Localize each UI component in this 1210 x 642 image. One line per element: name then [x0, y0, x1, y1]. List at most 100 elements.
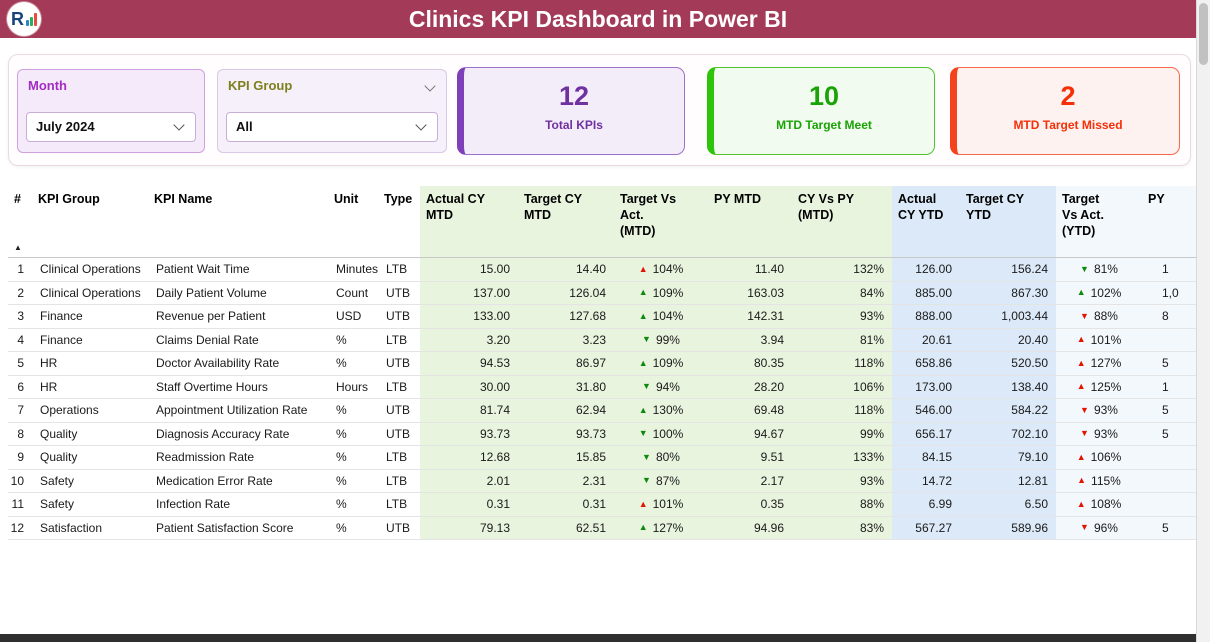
cell-target_mtd: 3.23	[518, 328, 614, 351]
cell-py_mtd: 9.51	[708, 446, 792, 469]
table-row[interactable]: 8 Quality Diagnosis Accuracy Rate% UTB 93.73…	[8, 422, 1196, 446]
triangle-down-icon: ▼	[642, 451, 651, 462]
cell-target_mtd: 0.31	[518, 493, 614, 516]
table-row[interactable]: 12 Satisfaction Patient Satisfaction Score…	[8, 516, 1196, 540]
cell-tva_mtd: ▼ 100%	[614, 422, 708, 445]
cell-unit: USD	[328, 305, 378, 328]
table-row[interactable]: 1 Clinical Operations Patient Wait Time Min…	[8, 258, 1196, 282]
column-header-num[interactable]: # ▲	[8, 186, 32, 257]
cell-actual_ytd: 126.00	[892, 258, 960, 281]
cell-num: 10	[8, 469, 32, 492]
triangle-up-icon: ▲	[638, 522, 648, 533]
triangle-down-icon: ▼	[638, 428, 648, 439]
cell-cy_py_mtd: 81%	[792, 328, 892, 351]
cell-target_mtd: 31.80	[518, 375, 614, 398]
cell-actual_ytd: 546.00	[892, 399, 960, 422]
cell-actual_ytd: 567.27	[892, 516, 960, 539]
cell-py_mtd: 80.35	[708, 352, 792, 375]
cell-num: 2	[8, 281, 32, 304]
bar-chart-icon	[26, 12, 37, 26]
cell-tva_mtd: ▼ 87%	[614, 469, 708, 492]
cell-group: Operations	[32, 399, 148, 422]
cell-py	[1142, 446, 1196, 469]
percent-value: 101%	[652, 497, 684, 512]
triangle-down-icon: ▼	[1080, 263, 1089, 274]
triangle-up-icon: ▲	[1076, 451, 1086, 462]
column-header-py_mtd[interactable]: PY MTD	[708, 186, 792, 257]
cell-actual_ytd: 20.61	[892, 328, 960, 351]
cell-actual_ytd: 84.15	[892, 446, 960, 469]
column-header-target_mtd[interactable]: Target CY MTD	[518, 186, 614, 257]
cell-group: Clinical Operations	[32, 281, 148, 304]
table-row[interactable]: 10 Safety Medication Error Rate% LTB 2.01 2.3…	[8, 469, 1196, 493]
card-mtd-target-missed-label: MTD Target Missed	[1013, 117, 1123, 132]
column-header-tva_mtd[interactable]: Target Vs Act. (MTD)	[614, 186, 708, 257]
cell-actual_mtd: 2.01	[420, 469, 518, 492]
cell-py_mtd: 3.94	[708, 328, 792, 351]
cell-actual_ytd: 656.17	[892, 422, 960, 445]
cell-actual_mtd: 30.00	[420, 375, 518, 398]
cell-actual_mtd: 81.74	[420, 399, 518, 422]
column-header-label: Unit	[334, 192, 359, 206]
cell-num: 12	[8, 516, 32, 539]
cell-tva_mtd: ▼ 80%	[614, 446, 708, 469]
vertical-scrollbar[interactable]	[1196, 0, 1210, 642]
column-header-type[interactable]: Type	[378, 186, 420, 257]
column-header-actual_ytd[interactable]: Actual CY YTD	[892, 186, 960, 257]
percent-value: 127%	[1090, 356, 1122, 371]
cell-num: 8	[8, 422, 32, 445]
cell-num: 6	[8, 375, 32, 398]
chevron-down-icon	[424, 80, 436, 92]
cell-type: UTB	[378, 305, 420, 328]
cell-cy_py_mtd: 118%	[792, 399, 892, 422]
cell-tva_ytd: ▼ 88%	[1056, 305, 1142, 328]
cell-actual_ytd: 658.86	[892, 352, 960, 375]
cell-group: HR	[32, 375, 148, 398]
column-header-label: Type	[384, 192, 413, 206]
column-header-label: Target Vs Act. (MTD)	[620, 192, 677, 238]
cell-py_mtd: 28.20	[708, 375, 792, 398]
column-header-actual_mtd[interactable]: Actual CY MTD	[420, 186, 518, 257]
cell-num: 7	[8, 399, 32, 422]
column-header-cy_py_mtd[interactable]: CY Vs PY (MTD)	[792, 186, 892, 257]
table-row[interactable]: 5 HR Doctor Availability Rate% UTB 94.53 86.9…	[8, 352, 1196, 376]
table-row[interactable]: 7 Operations Appointment Utilization Rate%…	[8, 399, 1196, 423]
month-dropdown[interactable]: July 2024	[26, 112, 196, 142]
table-row[interactable]: 2 Clinical Operations Daily Patient Volume…	[8, 281, 1196, 305]
cell-num: 4	[8, 328, 32, 351]
cell-unit: %	[328, 422, 378, 445]
month-dropdown-value: July 2024	[36, 119, 95, 134]
column-header-group[interactable]: KPI Group	[32, 186, 148, 257]
table-row[interactable]: 3 Finance Revenue per Patient USD UTB 133.00 1…	[8, 305, 1196, 329]
cell-tva_mtd: ▲ 101%	[614, 493, 708, 516]
table-row[interactable]: 11 Safety Infection Rate% LTB 0.31 0.31 ▲ 101% 0…	[8, 493, 1196, 517]
triangle-down-icon: ▼	[1080, 428, 1089, 439]
cell-target_ytd: 702.10	[960, 422, 1056, 445]
cell-unit: Minutes	[328, 258, 378, 281]
column-header-label: #	[14, 192, 21, 206]
column-header-unit[interactable]: Unit	[328, 186, 378, 257]
chevron-down-icon	[415, 119, 427, 131]
kpi-group-slicer-label: KPI Group	[228, 78, 293, 93]
triangle-up-icon: ▲	[1076, 498, 1086, 509]
column-header-tva_ytd[interactable]: Target Vs Act. (YTD)	[1056, 186, 1142, 257]
kpi-group-dropdown[interactable]: All	[226, 112, 438, 142]
cell-py: 5	[1142, 352, 1196, 375]
column-header-target_ytd[interactable]: Target CY YTD	[960, 186, 1056, 257]
page-title: Clinics KPI Dashboard in Power BI	[408, 6, 788, 32]
cell-cy_py_mtd: 133%	[792, 446, 892, 469]
slicer-collapse-button[interactable]	[424, 80, 436, 96]
cell-unit: %	[328, 352, 378, 375]
card-total-kpis: 12 Total KPIs	[457, 67, 685, 155]
cell-actual_ytd: 888.00	[892, 305, 960, 328]
column-header-py[interactable]: PY	[1142, 186, 1196, 257]
table-row[interactable]: 4 Finance Claims Denial Rate% LTB 3.20 3.23 ▼ 9…	[8, 328, 1196, 352]
cell-target_mtd: 2.31	[518, 469, 614, 492]
cell-cy_py_mtd: 106%	[792, 375, 892, 398]
table-row[interactable]: 6 HR Staff Overtime Hours Hours LTB 30.00 31.8…	[8, 375, 1196, 399]
scrollbar-thumb[interactable]	[1199, 3, 1208, 65]
column-header-label: Target Vs Act. (YTD)	[1062, 192, 1104, 238]
table-row[interactable]: 9 Quality Readmission Rate% LTB 12.68 15.85 ▼ 8…	[8, 446, 1196, 470]
column-header-name[interactable]: KPI Name	[148, 186, 328, 257]
cell-num: 3	[8, 305, 32, 328]
